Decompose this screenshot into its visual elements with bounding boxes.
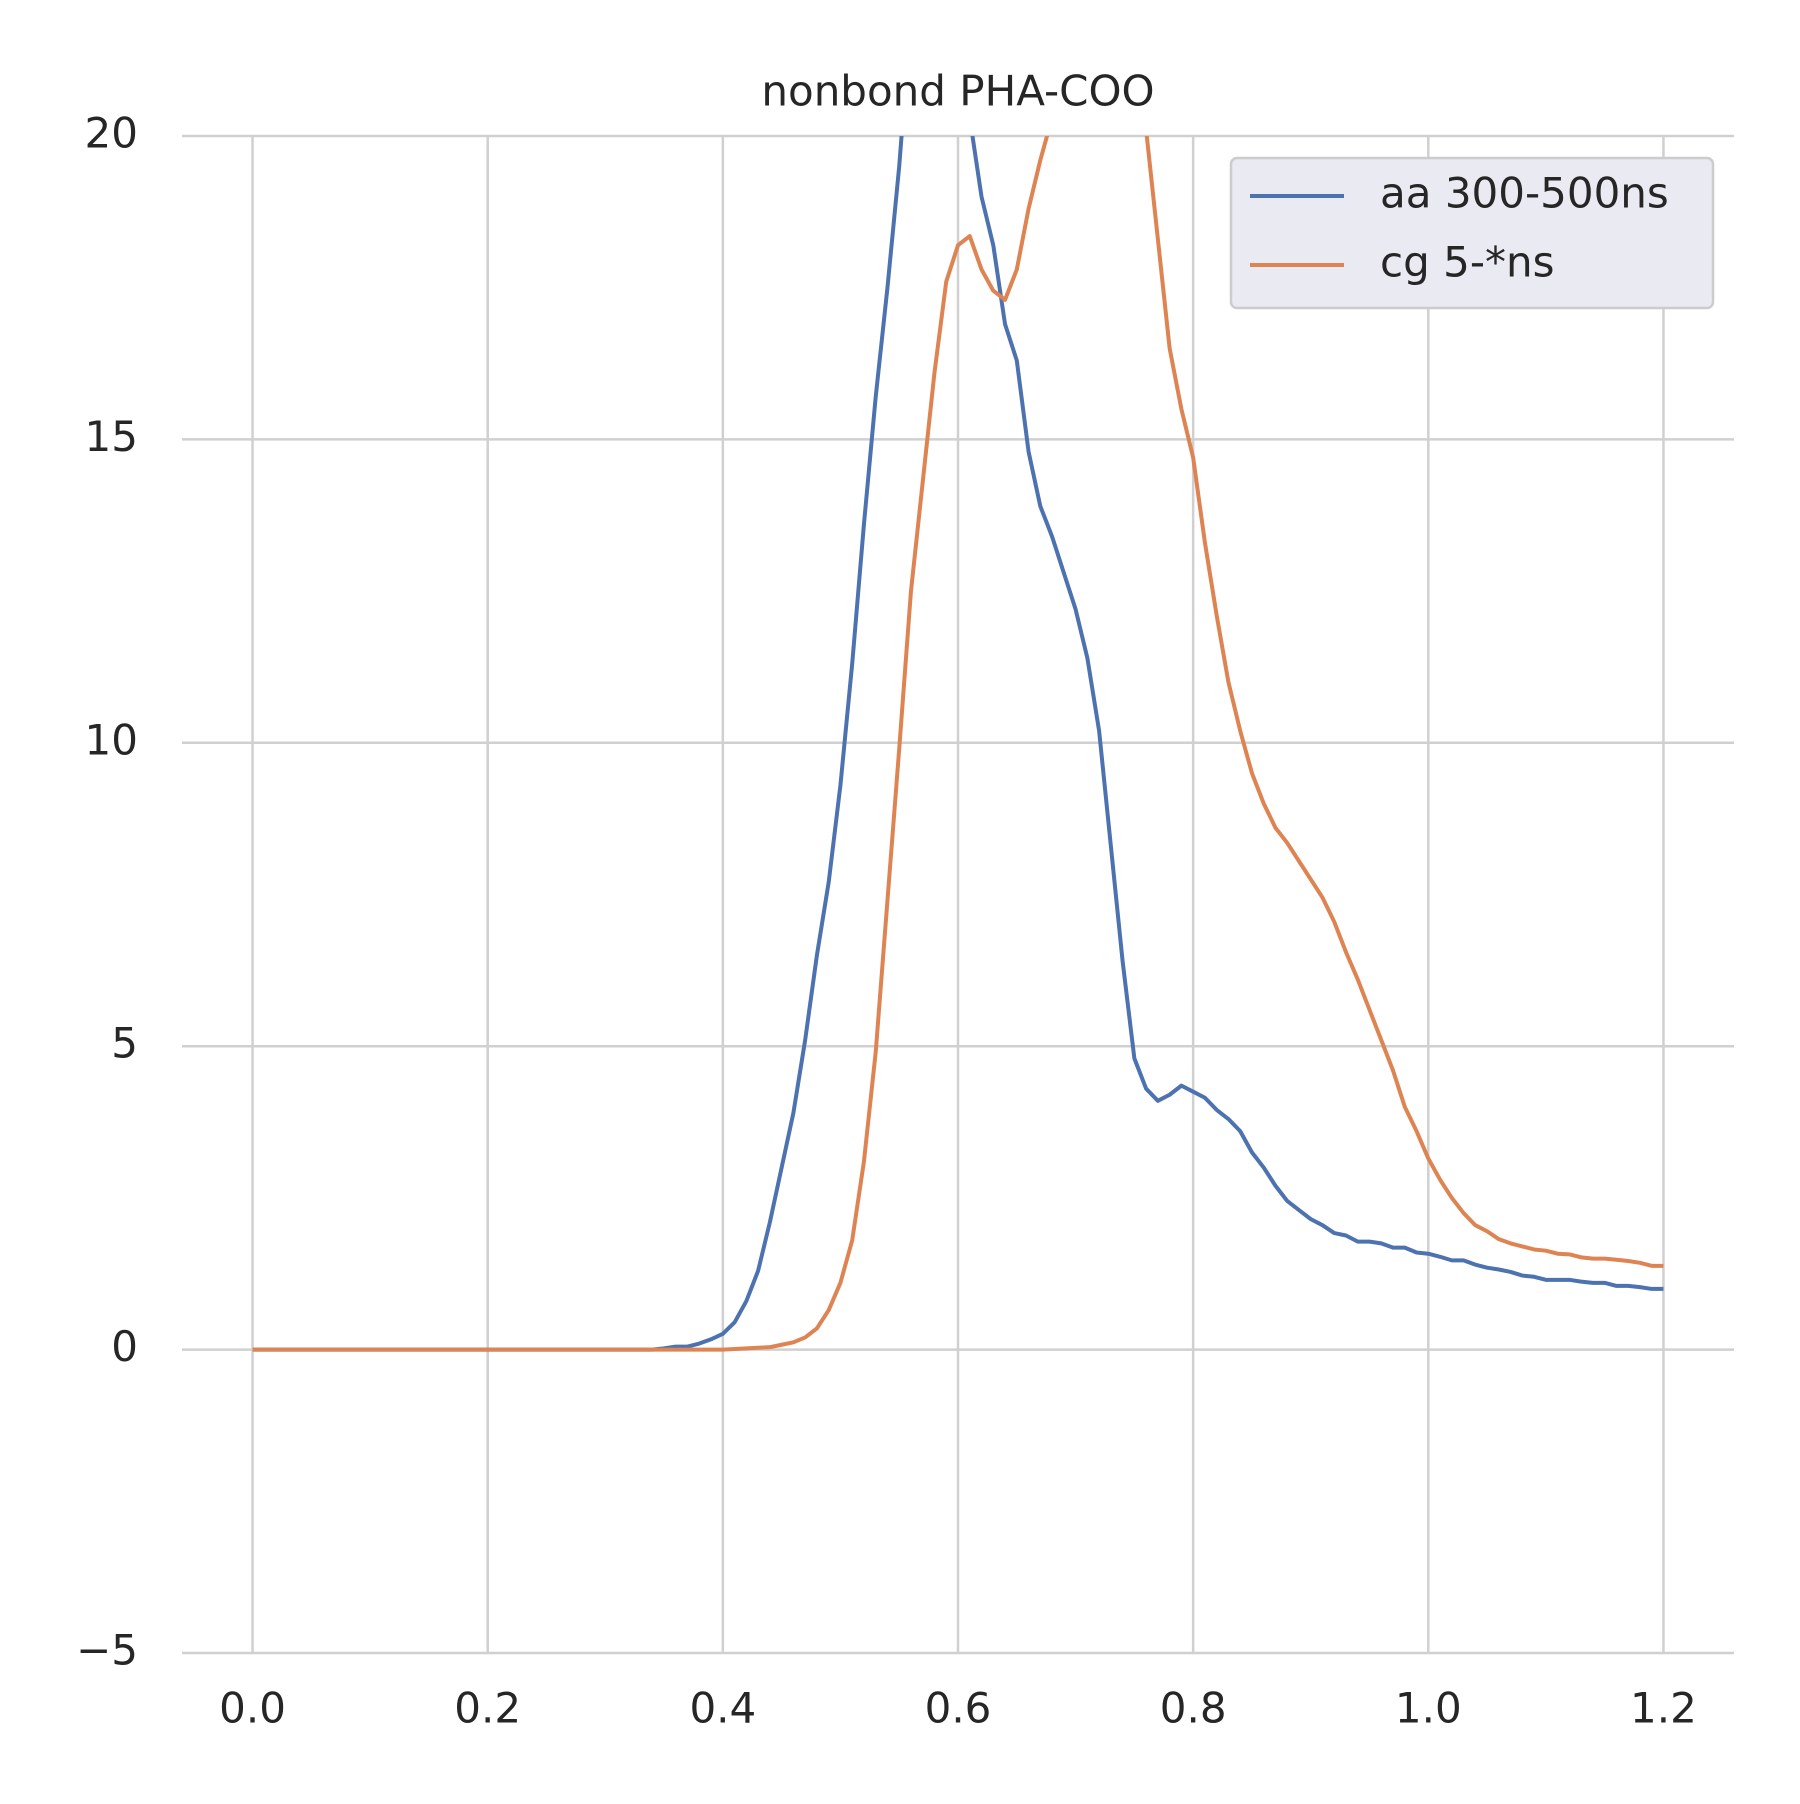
x-tick-label: 0.2 bbox=[454, 1684, 521, 1733]
x-tick-label: 1.2 bbox=[1630, 1684, 1697, 1733]
chart-title: nonbond PHA-COO bbox=[761, 67, 1154, 116]
legend-label: aa 300-500ns bbox=[1380, 169, 1669, 218]
legend-label: cg 5-*ns bbox=[1380, 238, 1554, 287]
y-tick-label: 0 bbox=[111, 1322, 138, 1371]
grid bbox=[182, 134, 1734, 1655]
data-line bbox=[252, 136, 1664, 1352]
x-tick-label: 0.6 bbox=[925, 1684, 992, 1733]
y-tick-label: −5 bbox=[76, 1626, 138, 1675]
x-tick-label: 0.8 bbox=[1160, 1684, 1227, 1733]
x-tick-label: 1.0 bbox=[1395, 1684, 1462, 1733]
x-tick-label: 0.0 bbox=[219, 1684, 286, 1733]
y-tick-label: 20 bbox=[85, 109, 138, 158]
legend: aa 300-500ns cg 5-*ns bbox=[1229, 156, 1715, 310]
y-tick-label: 5 bbox=[111, 1019, 138, 1068]
x-tick-label: 0.4 bbox=[689, 1684, 756, 1733]
y-tick-label: 10 bbox=[85, 715, 138, 764]
legend-box bbox=[1229, 156, 1715, 310]
plot-area bbox=[252, 136, 1664, 1352]
y-tick-label: 15 bbox=[85, 412, 138, 461]
tick-labels: −5 0 5 10 15 20 0.0 0.2 0.4 0.6 0.8 1.0 1.2 bbox=[76, 109, 1697, 1733]
